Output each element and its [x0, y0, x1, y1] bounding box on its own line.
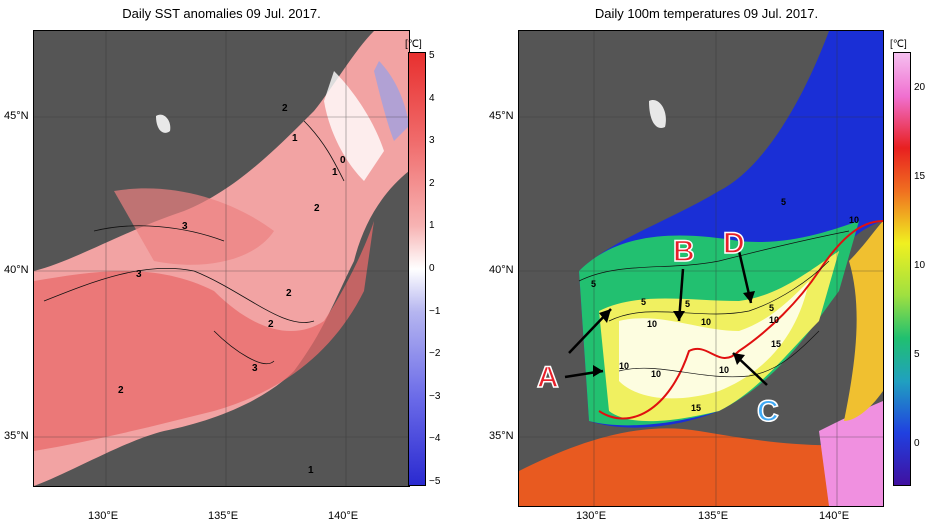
- sst-contour-label: 2: [286, 288, 292, 299]
- temp-contour-label: 10: [651, 369, 661, 379]
- colorbar-tick-label: −4: [429, 433, 441, 445]
- colorbar-tick-label: 5: [914, 349, 920, 360]
- right-panel-title: Daily 100m temperatures 09 Jul. 2017.: [594, 6, 819, 21]
- left-colorbar-unit: [℃]: [405, 39, 422, 50]
- temp-contour-label: 15: [691, 403, 701, 413]
- lon-label-130: 130°E: [88, 510, 119, 522]
- temp-contour-label: 10: [619, 361, 629, 371]
- temp-contour-label: 15: [771, 339, 781, 349]
- temp-contour-label: 10: [719, 365, 729, 375]
- sst-contour-label: 2: [118, 385, 124, 396]
- lon-label-135: 135°E: [208, 510, 239, 522]
- sst-contour-label: 2: [314, 203, 320, 214]
- lon-label-140-right: 140°E: [819, 510, 850, 522]
- colorbar-tick-label: −2: [429, 348, 441, 360]
- sst-contour-label: 1: [292, 133, 298, 144]
- lat-label-45: 45°N: [4, 110, 29, 122]
- sst-anomaly-map: 2 1 0 1 2 3 3 2 2 3 2 1: [33, 30, 410, 487]
- right-colorbar-unit: [℃]: [890, 39, 907, 50]
- colorbar-tick-label: 15: [914, 171, 926, 182]
- colorbar-tick-label: −3: [429, 390, 441, 402]
- lon-label-140: 140°E: [328, 510, 359, 522]
- sst-contour-label: 3: [136, 269, 142, 280]
- annotation-a: A: [537, 361, 559, 394]
- lat-label-40-right: 40°N: [489, 264, 514, 276]
- lat-label-40: 40°N: [4, 264, 29, 276]
- sst-contour-label: 1: [332, 167, 338, 178]
- colorbar-tick-label: 10: [914, 260, 926, 271]
- temp-contour-label: 10: [701, 317, 711, 327]
- temp-contour-label: 5: [769, 303, 774, 313]
- sst-contour-label: 1: [308, 465, 314, 476]
- sst-contour-label: 0: [340, 155, 346, 166]
- temperature-100m-map: 5 10 5 5 10 5 10 10 10 15 10 15 10 5: [518, 30, 884, 507]
- sst-contour-label: 2: [282, 103, 288, 114]
- lat-label-35: 35°N: [4, 430, 29, 442]
- temp-contour-label: 5: [641, 297, 646, 307]
- colorbar-tick-label: 0: [914, 438, 920, 449]
- temp-contour-label: 5: [781, 197, 786, 207]
- temp-contour-label: 5: [685, 299, 690, 309]
- sst-contour-label: 2: [268, 319, 274, 330]
- colorbar-tick-label: 20: [914, 82, 926, 93]
- colorbar-tick-label: −1: [429, 305, 441, 317]
- colorbar-tick-label: 5: [429, 50, 435, 61]
- lat-label-35-right: 35°N: [489, 430, 514, 442]
- lat-label-45-right: 45°N: [489, 110, 514, 122]
- lon-label-130-right: 130°E: [576, 510, 607, 522]
- left-colorbar: [408, 52, 426, 486]
- annotation-b: B: [673, 235, 695, 268]
- colorbar-tick-label: 3: [429, 135, 435, 147]
- temp-contour-label: 10: [849, 215, 859, 225]
- temp-contour-label: 10: [647, 319, 657, 329]
- right-colorbar: [893, 52, 911, 486]
- sst-contour-label: 3: [252, 363, 258, 374]
- temp-contour-label: 5: [591, 279, 596, 289]
- annotation-d: D: [723, 227, 745, 260]
- colorbar-tick-label: 0: [429, 263, 435, 274]
- colorbar-tick-label: 1: [429, 220, 435, 232]
- colorbar-tick-label: 4: [429, 92, 435, 104]
- colorbar-tick-label: −5: [429, 476, 441, 487]
- annotation-c: C: [757, 395, 779, 428]
- colorbar-tick-label: 2: [429, 177, 435, 189]
- left-panel-title: Daily SST anomalies 09 Jul. 2017.: [122, 6, 321, 21]
- sst-contour-label: 3: [182, 221, 188, 232]
- temp-contour-label: 10: [769, 315, 779, 325]
- lon-label-135-right: 135°E: [698, 510, 729, 522]
